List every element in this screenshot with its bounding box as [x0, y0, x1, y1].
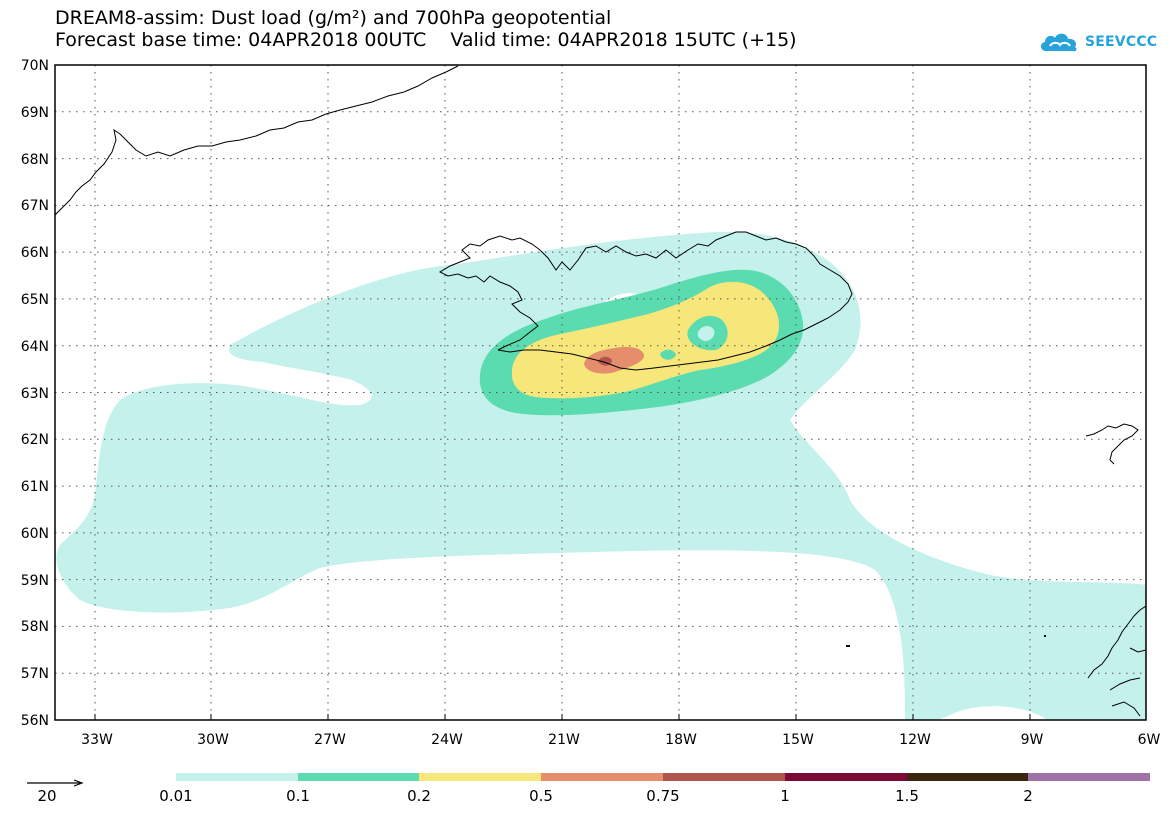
legend-swatch: [419, 773, 541, 781]
legend-swatch: [907, 773, 1028, 781]
lat-label: 63N: [21, 386, 49, 402]
lon-label: 33W: [81, 732, 113, 748]
lat-label: 64N: [21, 339, 49, 355]
latitude-labels: 70N 69N 68N 67N 66N 65N 64N 63N 62N 61N …: [21, 58, 49, 729]
scotland-coast: [1087, 605, 1146, 717]
lon-label: 24W: [431, 732, 463, 748]
legend-swatch: [176, 773, 298, 781]
lat-label: 67N: [21, 198, 49, 214]
vector-key: 20: [27, 779, 84, 805]
lon-label: 9W: [1021, 732, 1044, 748]
cloud-logo-icon: [1040, 33, 1077, 52]
lon-label: 30W: [197, 732, 229, 748]
lon-label: 6W: [1138, 732, 1161, 748]
lon-label: 12W: [899, 732, 931, 748]
legend-swatch: [1028, 773, 1150, 781]
legend-label: 0.2: [407, 787, 431, 805]
dust-fields: [56, 231, 1146, 720]
axis-ticks: [94, 714, 1031, 720]
dust-contour-0.2: [511, 281, 780, 399]
longitude-labels: 33W 30W 27W 24W 21W 18W 15W 12W 9W 6W: [81, 732, 1160, 748]
dust-contour-0.5: [584, 346, 645, 374]
lat-label: 60N: [21, 526, 49, 542]
legend-label: 1.5: [895, 787, 919, 805]
lat-label: 62N: [21, 432, 49, 448]
title-line-1: DREAM8-assim: Dust load (g/m²) and 700hP…: [55, 7, 612, 29]
lon-label: 18W: [665, 732, 697, 748]
lat-label: 68N: [21, 152, 49, 168]
lat-label: 70N: [21, 58, 49, 74]
lon-label: 21W: [548, 732, 580, 748]
map-frame: [54, 64, 1147, 721]
seevccc-logo: SEEVCCC: [1038, 28, 1157, 56]
legend-label: 0.75: [646, 787, 679, 805]
coastlines: [55, 65, 1146, 717]
lat-label: 65N: [21, 292, 49, 308]
dust-contour-0.01: [56, 231, 1146, 720]
lat-label: 57N: [21, 666, 49, 682]
legend-label: 2: [1023, 787, 1033, 805]
lat-label: 56N: [21, 713, 49, 729]
lat-label: 66N: [21, 245, 49, 261]
lat-label: 69N: [21, 105, 49, 121]
legend-swatch: [541, 773, 663, 781]
title-line-2: Forecast base time: 04APR2018 00UTC Vali…: [55, 29, 797, 51]
greenland-coast: [55, 65, 459, 216]
legend-label: 0.01: [159, 787, 192, 805]
legend-label: 0.1: [286, 787, 310, 805]
lat-label: 59N: [21, 573, 49, 589]
lon-label: 15W: [782, 732, 814, 748]
vector-key-label: 20: [37, 787, 56, 805]
legend-swatch: [663, 773, 785, 781]
logo-text: SEEVCCC: [1085, 34, 1158, 50]
lat-label: 58N: [21, 619, 49, 635]
legend-swatch: [785, 773, 907, 781]
color-legend: 0.01 0.1 0.2 0.5 0.75 1 1.5 2: [159, 773, 1150, 805]
legend-label: 0.5: [529, 787, 553, 805]
lat-label: 61N: [21, 479, 49, 495]
legend-swatch: [298, 773, 419, 781]
iceland-coast: [438, 231, 853, 371]
lon-label: 27W: [314, 732, 346, 748]
faroe-coast: [1085, 423, 1139, 465]
legend-label: 1: [780, 787, 790, 805]
